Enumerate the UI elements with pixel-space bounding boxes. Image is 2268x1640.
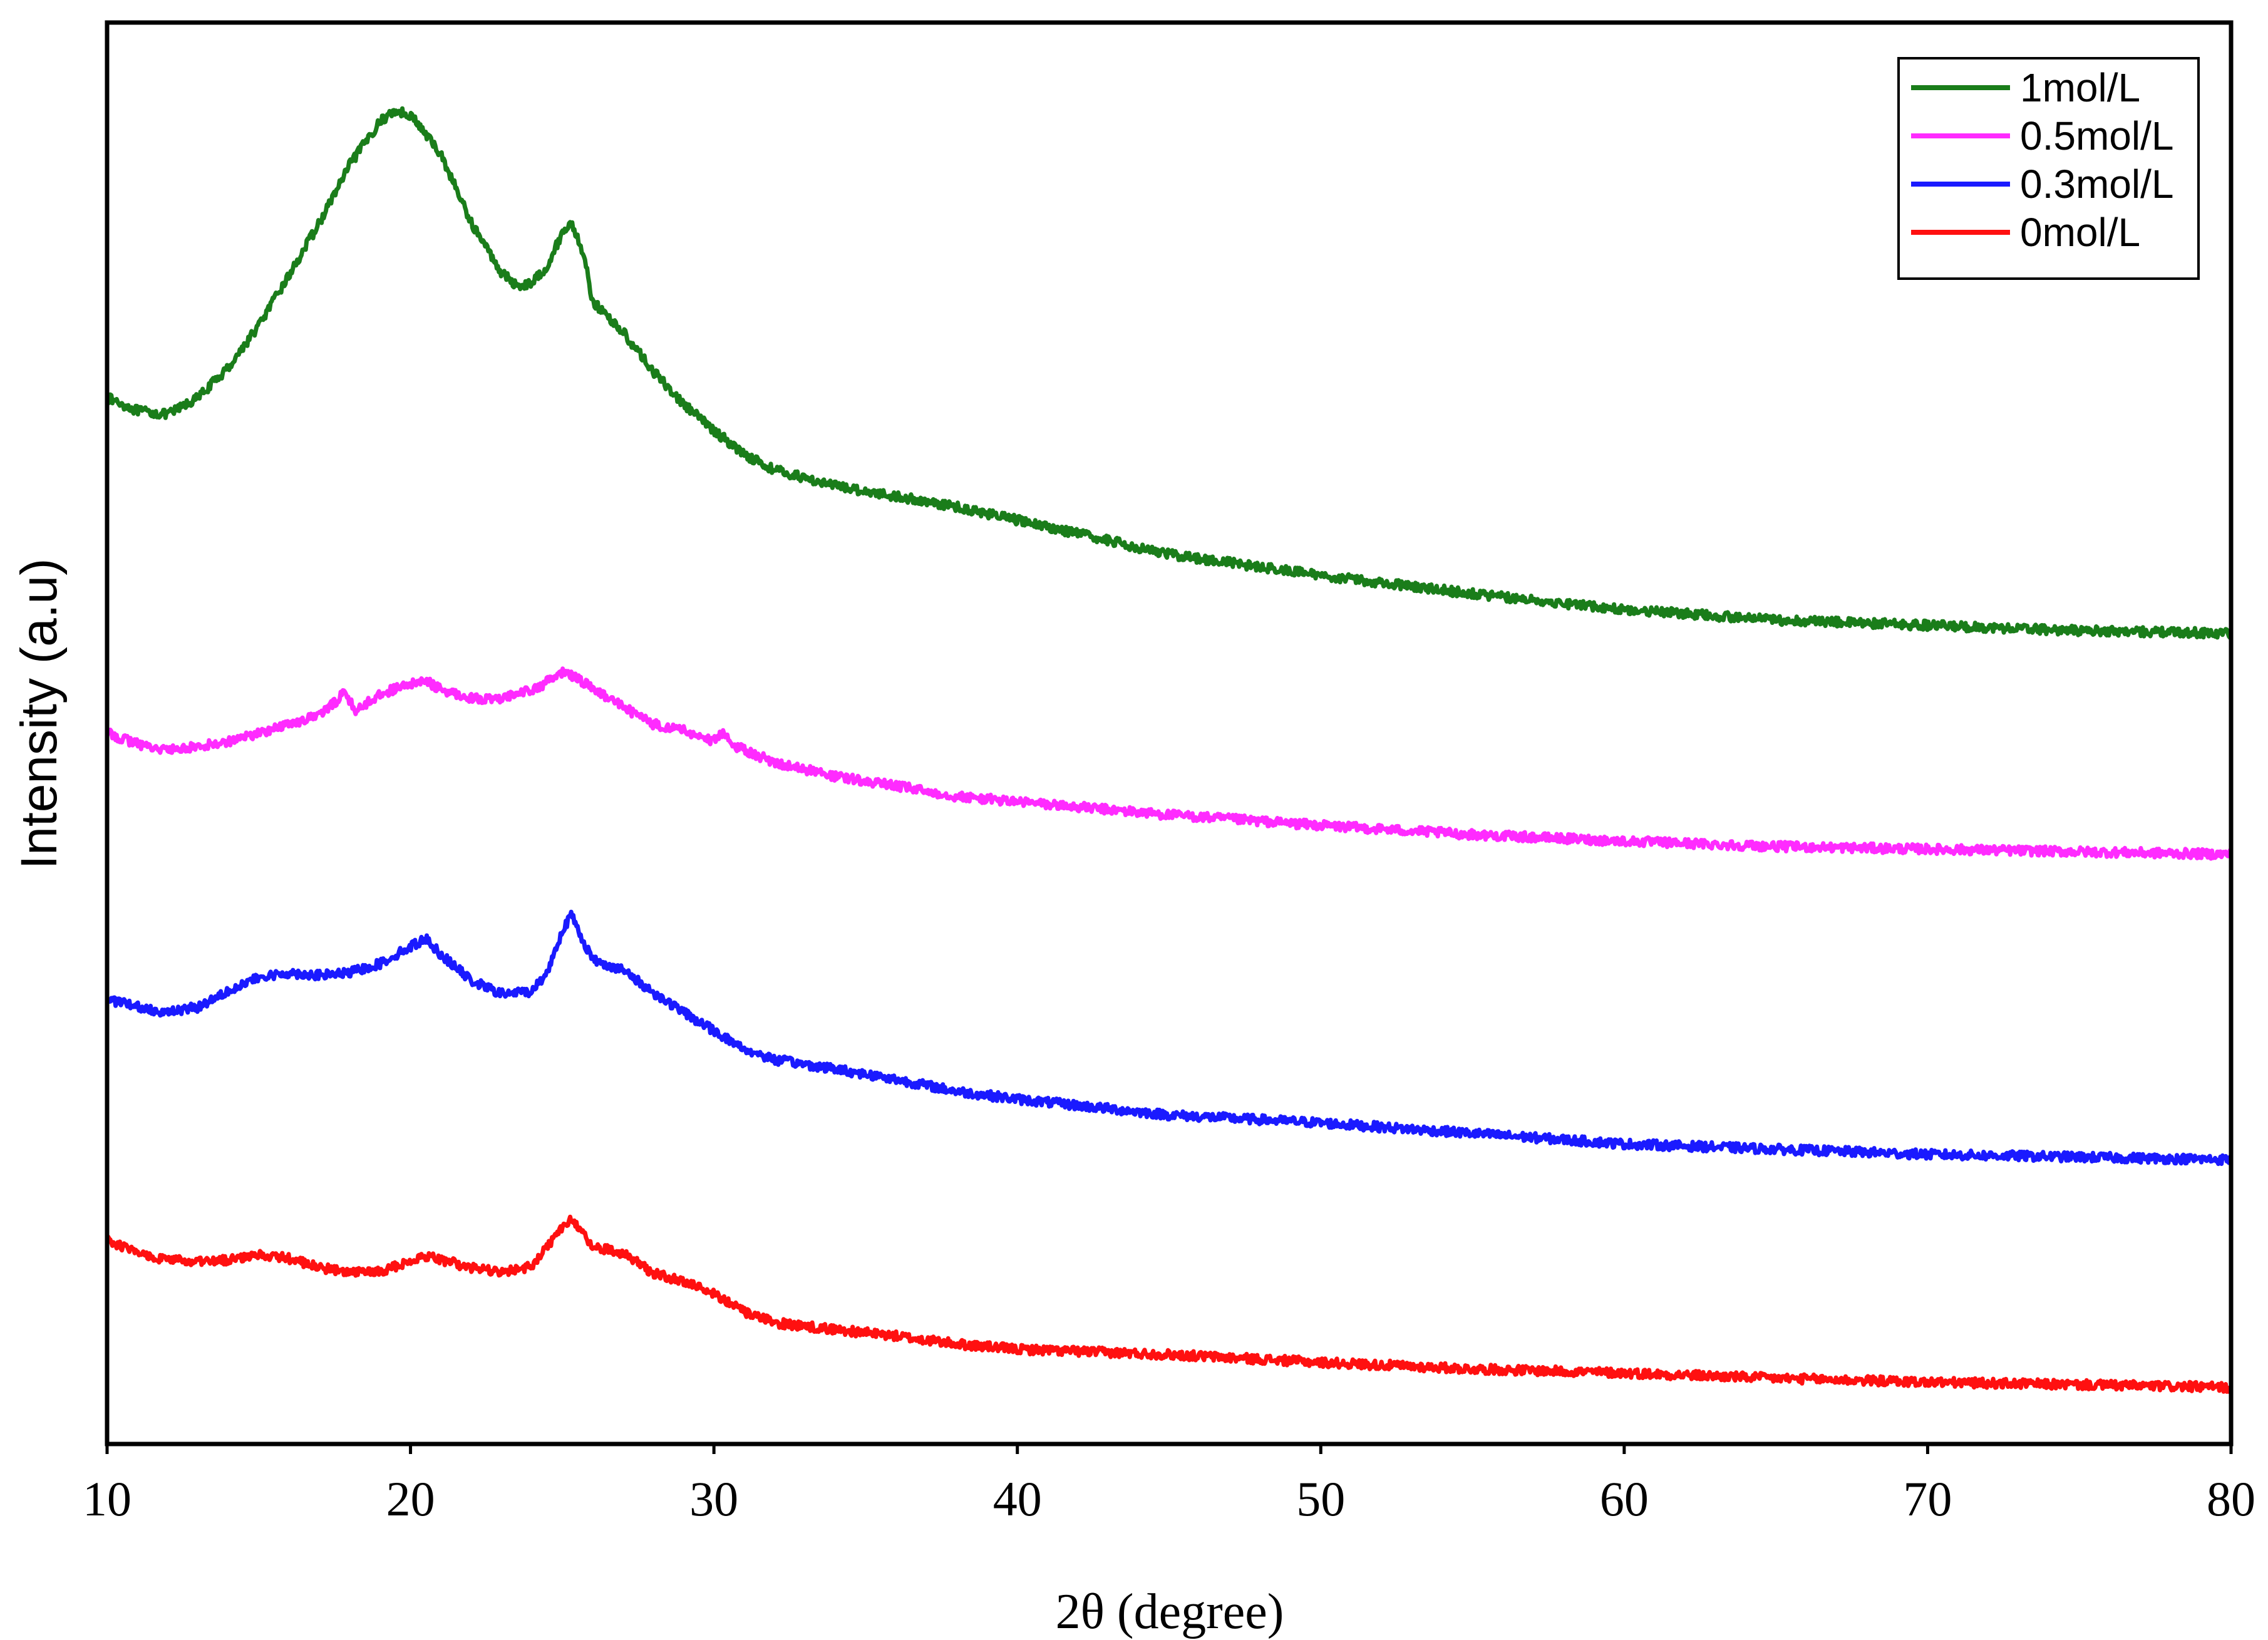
x-axis: 10 20 30 40 50 60 70 80 xyxy=(83,1444,2255,1526)
series-line-0mol-l xyxy=(105,1214,2233,1394)
x-tick-label-20: 20 xyxy=(386,1472,435,1526)
plot-frame xyxy=(105,20,2234,1447)
x-tick-label-60: 60 xyxy=(1600,1472,1649,1526)
legend-box xyxy=(1897,57,2200,280)
series-line-1mol-l xyxy=(105,106,2234,640)
x-tick-label-30: 30 xyxy=(689,1472,738,1526)
legend-label-1mol-l: 1mol/L xyxy=(2020,65,2140,110)
series-line-0-3mol-l xyxy=(106,909,2234,1167)
x-tick-label-80: 80 xyxy=(2207,1472,2255,1526)
x-tick-label-70: 70 xyxy=(1903,1472,1952,1526)
x-tick-label-40: 40 xyxy=(993,1472,1042,1526)
x-axis-title: 2θ (degree) xyxy=(1056,1584,1284,1639)
legend-label-0-5mol-l: 0.5mol/L xyxy=(2020,113,2173,158)
series-layer xyxy=(105,106,2234,1394)
x-tick-label-10: 10 xyxy=(83,1472,131,1526)
legend-label-0-3mol-l: 0.3mol/L xyxy=(2020,162,2173,207)
series-line-0-5mol-l xyxy=(105,666,2234,861)
x-tick-label-50: 50 xyxy=(1296,1472,1345,1526)
y-axis-title: Intensity (a.u) xyxy=(11,559,68,870)
legend-label-0mol-l: 0mol/L xyxy=(2020,210,2140,255)
